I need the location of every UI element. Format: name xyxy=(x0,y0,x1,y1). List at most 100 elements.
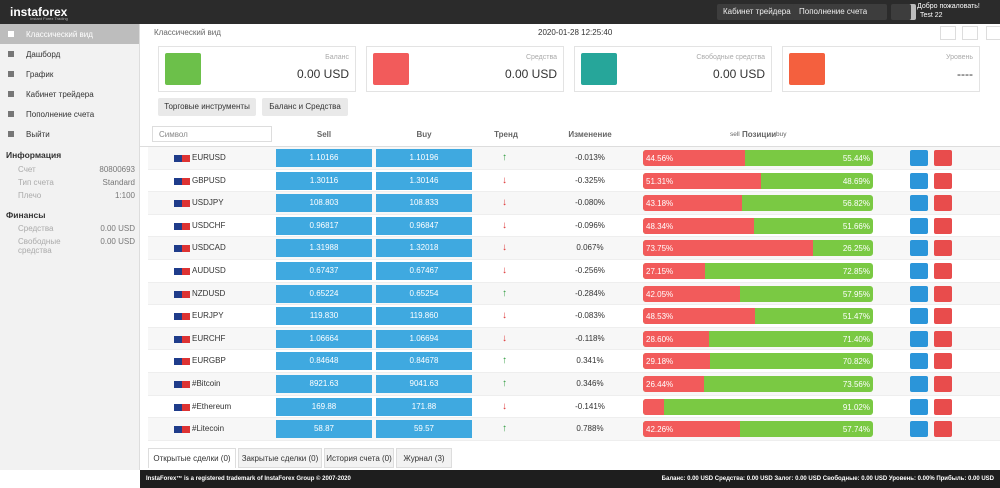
close-button[interactable] xyxy=(934,421,952,438)
sell-button[interactable]: 0.96817 xyxy=(276,216,372,235)
sell-bar: 43.18% xyxy=(643,195,743,212)
card-label: Уровень xyxy=(946,54,973,61)
buy-button[interactable]: 9041.63 xyxy=(376,375,472,393)
table-row: EURUSD 1.10166 1.10196 ↑ -0.013% 44.56% 55.44% xyxy=(148,147,1000,170)
chart-button[interactable] xyxy=(910,172,928,189)
close-button[interactable] xyxy=(934,172,952,189)
toolbar-icon[interactable] xyxy=(962,26,978,40)
header-button[interactable]: Пополнение счета xyxy=(793,4,874,20)
chart-button[interactable] xyxy=(910,308,928,325)
sell-button[interactable]: 119.830 xyxy=(276,307,372,326)
switch-button[interactable] xyxy=(891,4,911,20)
card: Свободные средства 0.00 USD xyxy=(574,46,772,92)
chart-button[interactable] xyxy=(910,285,928,302)
buy-button[interactable]: 0.96847 xyxy=(376,216,472,235)
trend-arrow: ↑ xyxy=(502,355,507,367)
chart-button[interactable] xyxy=(910,195,928,212)
chart-button[interactable] xyxy=(910,240,928,257)
header-button[interactable]: Кабинет трейдера xyxy=(717,4,797,20)
position-bar: 44.56% 55.44% xyxy=(643,150,873,166)
chart-button[interactable] xyxy=(910,421,928,438)
close-button[interactable] xyxy=(934,308,952,325)
footer: InstaForex™ is a registered trademark of… xyxy=(140,470,1000,488)
tab[interactable]: Торговые инструменты xyxy=(158,98,256,116)
buy-button[interactable]: 1.32018 xyxy=(376,239,472,258)
buy-percent: 57.74% xyxy=(842,425,870,435)
buy-button[interactable]: 108.833 xyxy=(376,194,472,213)
sell-percent: 48.34% xyxy=(646,221,674,231)
close-button[interactable] xyxy=(934,285,952,302)
buy-percent: 55.44% xyxy=(842,154,870,163)
change: -0.080% xyxy=(575,198,605,208)
buy-button[interactable]: 1.06694 xyxy=(376,329,472,348)
buy-button[interactable]: 0.67467 xyxy=(376,262,472,280)
flag xyxy=(174,222,190,230)
close-button[interactable] xyxy=(934,240,952,257)
close-button[interactable] xyxy=(934,195,952,212)
bottom-tab[interactable]: Закрытые сделки (0) xyxy=(238,448,322,468)
buy-button[interactable]: 1.10196 xyxy=(376,149,472,167)
chart-button[interactable] xyxy=(910,353,928,370)
toolbar-icon[interactable] xyxy=(986,26,1000,40)
toolbar-icon[interactable] xyxy=(940,26,956,40)
close-button[interactable] xyxy=(934,217,952,234)
trend-arrow: ↑ xyxy=(502,287,507,299)
sell-button[interactable]: 58.87 xyxy=(276,420,372,439)
lang-button[interactable] xyxy=(867,4,887,20)
sell-percent: 26.44% xyxy=(646,380,674,389)
position-bar: 48.53% 51.47% xyxy=(643,308,873,325)
buy-button[interactable]: 1.30146 xyxy=(376,171,472,190)
sell-button[interactable]: 169.88 xyxy=(276,397,372,416)
chart-button[interactable] xyxy=(910,330,928,347)
symbol-search[interactable]: Символ xyxy=(152,126,272,142)
close-button[interactable] xyxy=(934,376,952,392)
info-key: Плечо xyxy=(18,191,42,200)
trend-arrow: ↓ xyxy=(502,242,507,254)
tab[interactable]: Баланс и Средства xyxy=(262,98,348,116)
menu-item[interactable]: Кабинет трейдера xyxy=(0,84,139,104)
sell-button[interactable]: 0.84648 xyxy=(276,352,372,371)
sell-button[interactable]: 1.31988 xyxy=(276,239,372,258)
menu-item[interactable]: Выйти xyxy=(0,124,139,144)
close-button[interactable] xyxy=(934,150,952,166)
menu-label: Выйти xyxy=(26,130,50,139)
buy-percent: 51.47% xyxy=(842,312,870,322)
close-button[interactable] xyxy=(934,263,952,279)
chart-button[interactable] xyxy=(910,263,928,279)
sell-button[interactable]: 1.06664 xyxy=(276,329,372,348)
menu-item[interactable]: Пополнение счета xyxy=(0,104,139,124)
sell-percent: 42.05% xyxy=(646,289,674,299)
trend-arrow: ↓ xyxy=(502,400,507,412)
buy-button[interactable]: 59.57 xyxy=(376,420,472,439)
close-button[interactable] xyxy=(934,330,952,347)
chart-button[interactable] xyxy=(910,376,928,392)
menu-item[interactable]: Дашборд xyxy=(0,44,139,64)
buy-button[interactable]: 119.860 xyxy=(376,307,472,326)
close-button[interactable] xyxy=(934,398,952,415)
sell-button[interactable]: 8921.63 xyxy=(276,375,372,393)
buy-button[interactable]: 0.65254 xyxy=(376,284,472,303)
finance-title: Финансы xyxy=(6,210,46,220)
card: Средства 0.00 USD xyxy=(366,46,564,92)
menu-item[interactable]: График xyxy=(0,64,139,84)
menu-item[interactable]: Классический вид xyxy=(0,24,139,44)
sell-button[interactable]: 0.67437 xyxy=(276,262,372,280)
bottom-tab[interactable]: История счета (0) xyxy=(324,448,394,468)
sell-button[interactable]: 1.10166 xyxy=(276,149,372,167)
sell-button[interactable]: 108.803 xyxy=(276,194,372,213)
sell-bar: 27.15% xyxy=(643,263,706,279)
change: 0.788% xyxy=(576,424,604,434)
bottom-tab[interactable]: Журнал (3) xyxy=(396,448,452,468)
chart-button[interactable] xyxy=(910,398,928,415)
card-icon xyxy=(373,53,409,85)
menu-icon xyxy=(8,111,14,117)
chart-button[interactable] xyxy=(910,150,928,166)
bottom-tab[interactable]: Открытые сделки (0) xyxy=(148,448,236,468)
sell-button[interactable]: 1.30116 xyxy=(276,171,372,190)
buy-button[interactable]: 0.84678 xyxy=(376,352,472,371)
buy-button[interactable]: 171.88 xyxy=(376,397,472,416)
chart-button[interactable] xyxy=(910,217,928,234)
sell-button[interactable]: 0.65224 xyxy=(276,284,372,303)
close-button[interactable] xyxy=(934,353,952,370)
menu-icon xyxy=(8,71,14,77)
